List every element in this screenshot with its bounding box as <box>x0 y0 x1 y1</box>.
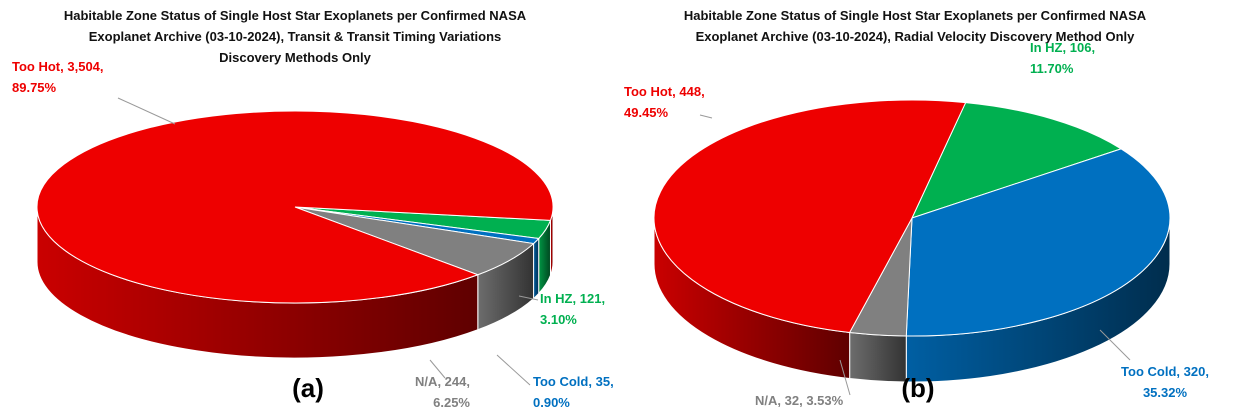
label-percent: 6.25% <box>433 395 470 410</box>
chart-title: Habitable Zone Status of Single Host Sta… <box>64 8 527 23</box>
label-value: 35 <box>596 374 610 389</box>
label-value: 106 <box>1070 40 1092 55</box>
label-percent: 35.32% <box>1143 385 1188 400</box>
label-percent: 3.53% <box>806 393 843 408</box>
leader-line <box>496 354 531 386</box>
data-label: Too Hot, 3,504, 89.75% <box>12 59 104 95</box>
chart-title: Habitable Zone Status of Single Host Sta… <box>684 8 1147 23</box>
panel-label: (b) <box>901 373 934 403</box>
label-sep: , <box>799 393 806 408</box>
label-sep: , <box>60 59 67 74</box>
pie-slice <box>911 102 1123 219</box>
label-category: Too Cold <box>533 374 588 389</box>
label-category: Too Cold <box>1121 364 1176 379</box>
label-category: Too Hot <box>624 84 673 99</box>
data-label: Too Hot, 448, 49.45% <box>624 84 705 120</box>
label-sep: , <box>588 374 595 389</box>
data-label: Too Cold, 320, 35.32% <box>1121 364 1209 400</box>
label-sep: , <box>1063 40 1070 55</box>
label-percent: 11.70% <box>1030 61 1074 76</box>
label-sep: , <box>701 84 705 99</box>
label-value: 121 <box>580 291 602 306</box>
label-sep: , <box>601 291 605 306</box>
label-percent: 3.10% <box>540 312 577 327</box>
label-sep: , <box>437 374 444 389</box>
pie-slice <box>36 110 554 304</box>
label-percent: 0.90% <box>533 395 570 410</box>
label-sep: , <box>1205 364 1209 379</box>
label-sep: , <box>610 374 614 389</box>
slice-side <box>849 331 907 383</box>
chart-title: Exoplanet Archive (03-10-2024), Radial V… <box>696 29 1136 44</box>
pie-chart: Habitable Zone Status of Single Host Sta… <box>624 8 1209 408</box>
label-sep: , <box>777 393 784 408</box>
leader-line <box>518 295 539 301</box>
data-label: N/A, 244, 6.25% <box>415 374 470 410</box>
leader-line <box>699 114 713 119</box>
label-category: N/A <box>755 393 778 408</box>
leader-line <box>1099 329 1131 361</box>
label-percent: 49.45% <box>624 105 669 120</box>
label-sep: , <box>1176 364 1183 379</box>
chart-title: Exoplanet Archive (03-10-2024), Transit … <box>89 29 502 44</box>
label-category: In HZ <box>1030 40 1063 55</box>
leader-line <box>839 359 851 396</box>
chart-title: Discovery Methods Only <box>219 50 371 65</box>
label-value: 448 <box>679 84 701 99</box>
leader-line <box>429 359 446 379</box>
label-sep: , <box>100 59 104 74</box>
pie-slice <box>653 99 967 334</box>
label-sep: , <box>573 291 580 306</box>
data-label: N/A, 32, 3.53% <box>755 393 844 408</box>
data-label: Too Cold, 35, 0.90% <box>533 374 614 410</box>
label-category: N/A <box>415 374 438 389</box>
label-percent: 89.75% <box>12 80 57 95</box>
label-category: In HZ <box>540 291 573 306</box>
data-label: In HZ, 121, 3.10% <box>540 291 605 327</box>
label-category: Too Hot <box>12 59 61 74</box>
leader-line <box>117 97 176 125</box>
pie-slice <box>905 148 1171 337</box>
label-value: 3,504 <box>67 59 100 74</box>
pie-chart: Habitable Zone Status of Single Host Sta… <box>12 8 614 410</box>
data-label: In HZ, 106, 11.70% <box>1030 40 1095 76</box>
panel-label: (a) <box>292 373 324 403</box>
label-value: 244 <box>445 374 467 389</box>
label-sep: , <box>466 374 470 389</box>
slice-side <box>533 237 540 300</box>
label-value: 320 <box>1184 364 1206 379</box>
label-sep: , <box>1091 40 1095 55</box>
label-value: 32 <box>785 393 799 408</box>
label-sep: , <box>672 84 679 99</box>
